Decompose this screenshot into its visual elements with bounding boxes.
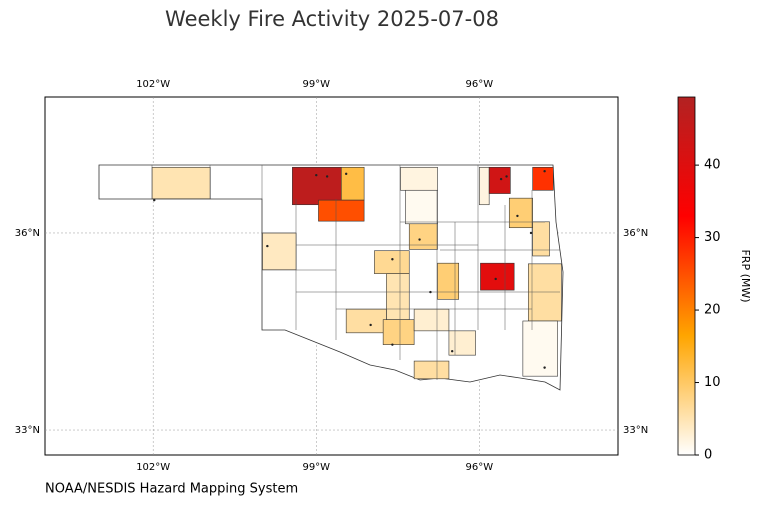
y-tick-label: 36°N (623, 228, 648, 239)
y-tick-label: 36°N (15, 228, 40, 239)
fire-point (153, 198, 156, 202)
county-fill (386, 273, 410, 320)
fire-point (344, 172, 348, 176)
county-lines (151, 165, 560, 380)
x-tick-label: 96°W (466, 462, 494, 473)
fire-point (266, 244, 269, 248)
colorbar (677, 96, 696, 456)
colorbar-tick-label: 40 (704, 158, 721, 173)
fire-point (543, 170, 546, 173)
fire-point (505, 175, 508, 178)
fire-point (391, 258, 394, 261)
county-fill (413, 308, 450, 332)
county-fill (488, 166, 511, 194)
county-fill (480, 262, 515, 291)
county-fill (508, 197, 533, 229)
county-fill (382, 319, 415, 345)
fire-point (450, 350, 454, 353)
fire-point (499, 177, 503, 181)
colorbar-tick-label: 0 (704, 448, 712, 463)
fire-point (418, 238, 421, 241)
fire-point (516, 214, 519, 218)
county-fill (262, 232, 297, 271)
county-fill (532, 166, 554, 191)
county-fill (408, 221, 438, 250)
county-fill (374, 250, 410, 275)
county-fill (413, 360, 450, 380)
county-fill (479, 166, 490, 206)
colorbar-tick-label: 20 (704, 303, 721, 318)
county-fill (292, 166, 342, 206)
x-tick-label: 102°W (136, 462, 170, 473)
county-fill (400, 166, 438, 191)
y-tick-label: 33°N (623, 425, 648, 436)
county-fill (522, 320, 558, 377)
x-tick-label: 99°W (302, 462, 330, 473)
colorbar-tick-label: 10 (704, 375, 721, 390)
fire-point (325, 175, 329, 178)
x-tick-label: 99°W (302, 79, 330, 90)
chart-title: Weekly Fire Activity 2025-07-08 (165, 7, 499, 31)
colorbar-tick-label: 30 (704, 230, 721, 245)
fire-point (529, 231, 533, 235)
fire-point (543, 366, 546, 369)
county-fill (405, 189, 438, 225)
county-fill (345, 308, 387, 334)
county-fill (437, 262, 460, 300)
fire-point (369, 323, 372, 327)
county-fill (527, 263, 562, 322)
county-fill (318, 199, 365, 222)
colorbar-label: FRP (MW) (739, 249, 752, 302)
county-fill (532, 221, 550, 257)
x-tick-label: 102°W (136, 79, 170, 90)
source: NOAA/NESDIS Hazard Mapping System (45, 482, 298, 497)
y-tick-label: 33°N (15, 425, 40, 436)
fire-point (494, 277, 497, 281)
x-tick-label: 96°W (466, 79, 494, 90)
fire-point (391, 343, 394, 346)
county-fill (151, 166, 211, 200)
fire-point (429, 290, 432, 294)
fire-point (315, 173, 318, 177)
county-fill (340, 166, 365, 201)
